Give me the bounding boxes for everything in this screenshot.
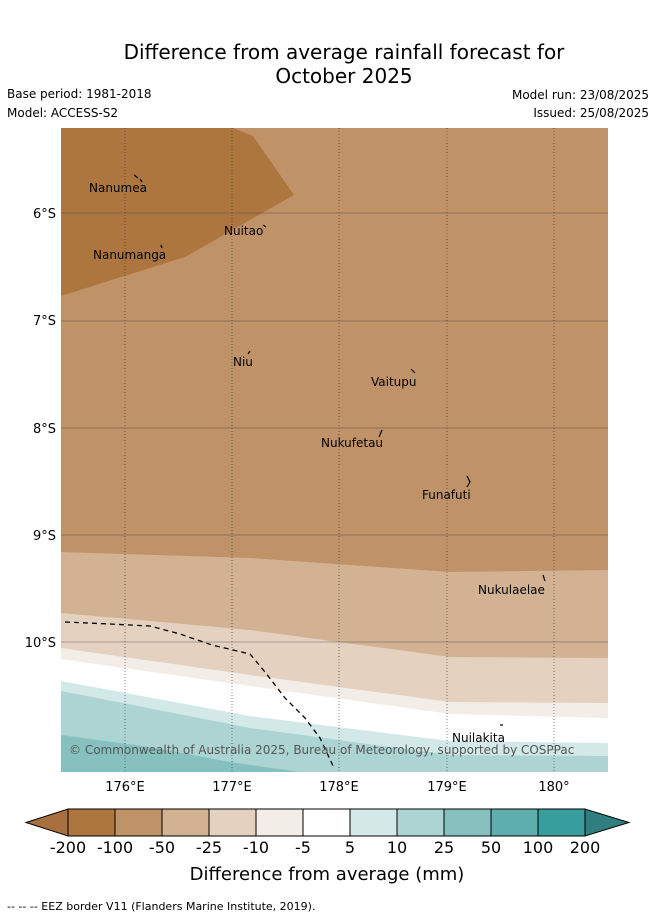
colorbar-segment — [443, 808, 492, 837]
colorbar-segment — [255, 808, 304, 837]
model-name: Model: ACCESS-S2 — [7, 106, 119, 120]
lat-label-9s: 9°S — [33, 529, 56, 544]
chart-title: Difference from average rainfall forecas… — [0, 40, 655, 88]
colorbar-tick-label: 10 — [387, 838, 407, 857]
eez-footnote: -- -- -- EEZ border V11 (Flanders Marine… — [7, 900, 316, 913]
lon-label-176e: 176°E — [105, 780, 145, 795]
band-minus-200-to-100 — [61, 128, 294, 296]
colorbar-tick-label: 25 — [434, 838, 454, 857]
colorbar-label: Difference from average (mm) — [190, 864, 465, 885]
colorbar-extend-high — [584, 808, 631, 837]
colorbar-tick-label: 50 — [481, 838, 501, 857]
base-period: Base period: 1981-2018 — [7, 87, 152, 101]
island-label-vaitupu: Vaitupu — [371, 375, 417, 389]
colorbar-segment — [302, 808, 351, 837]
colorbar-tick-label: -200 — [50, 838, 86, 857]
gridlines — [61, 212, 608, 643]
colorbar-tick-label: -10 — [243, 838, 269, 857]
map-area: Nanumea Nuitao Nanumanga Niu Vaitupu Nuk… — [61, 128, 608, 772]
title-line-1: Difference from average rainfall forecas… — [123, 40, 565, 64]
lon-label-179e: 179°E — [427, 780, 467, 795]
title-line-2: October 2025 — [275, 64, 413, 88]
lat-label-7s: 7°S — [33, 314, 56, 329]
colorbar-tick-label: 200 — [570, 838, 601, 857]
colorbar-segment — [161, 808, 210, 837]
colorbar-tick-label: 100 — [523, 838, 554, 857]
island-label-nukufetau: Nukufetau — [321, 436, 383, 450]
lat-label-8s: 8°S — [33, 422, 56, 437]
island-label-nukulaelae: Nukulaelae — [478, 583, 545, 597]
colorbar-segment — [396, 808, 445, 837]
colorbar-segment — [349, 808, 398, 837]
colorbar-extend-low — [24, 808, 69, 837]
island-label-niu: Niu — [233, 355, 253, 369]
colorbar-tick-label: -50 — [149, 838, 175, 857]
colorbar-segment — [537, 808, 586, 837]
lat-label-6s: 6°S — [33, 207, 56, 222]
lon-label-180: 180° — [538, 780, 569, 795]
island-label-nuitao: Nuitao — [224, 224, 263, 238]
colorbar-tick-label: 5 — [345, 838, 355, 857]
colorbar-segment — [490, 808, 539, 837]
colorbar-segment — [208, 808, 257, 837]
island-shapes — [133, 174, 546, 726]
colorbar-tick-label: -5 — [295, 838, 311, 857]
lon-label-178e: 178°E — [319, 780, 359, 795]
colorbar-segment — [114, 808, 163, 837]
issued-date: Issued: 25/08/2025 — [533, 106, 649, 120]
band-10-to-25 — [61, 691, 608, 772]
island-label-funafuti: Funafuti — [422, 488, 471, 502]
island-label-nanumanga: Nanumanga — [93, 248, 166, 262]
model-run: Model run: 23/08/2025 — [511, 88, 649, 102]
island-label-nuilakita: Nuilakita — [452, 731, 505, 745]
meridians — [124, 128, 555, 772]
colorbar-segment — [67, 808, 116, 837]
lon-label-177e: 177°E — [212, 780, 252, 795]
colorbar-tick-label: -100 — [97, 838, 133, 857]
eez-border — [64, 621, 335, 769]
band-25-to-50 — [61, 735, 300, 772]
lat-label-10s: 10°S — [25, 636, 56, 651]
copyright-notice: © Commonwealth of Australia 2025, Bureau… — [69, 743, 574, 757]
colorbar-tick-label: -25 — [196, 838, 222, 857]
colorbar: -200 -100 -50 -25 -10 -5 5 10 25 50 100 200 — [24, 808, 631, 857]
island-label-nanumea: Nanumea — [89, 181, 147, 195]
